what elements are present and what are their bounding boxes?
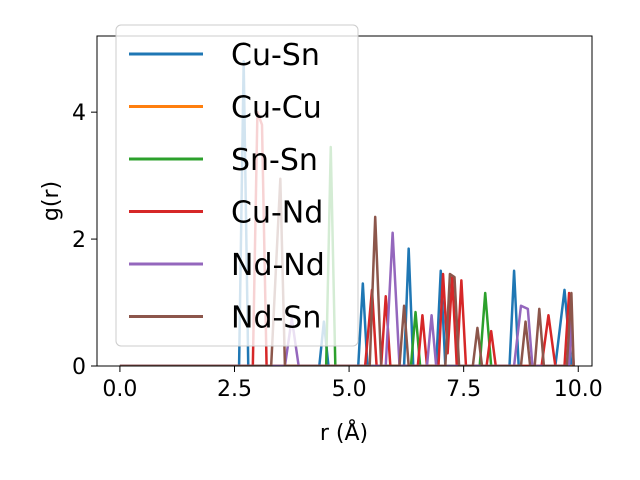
legend-label-cu-nd: Cu-Nd [231, 196, 323, 231]
x-axis-label: r (Å) [320, 419, 368, 446]
legend-label-cu-sn: Cu-Sn [231, 38, 320, 73]
y-tick-label: 0 [72, 355, 86, 380]
x-tick-label: 7.5 [446, 377, 481, 402]
y-axis-label: g(r) [39, 181, 64, 221]
legend: Cu-Sn Cu-Cu Sn-Sn Cu-Nd Nd-Nd Nd-Sn [115, 24, 359, 347]
y-tick-label: 4 [72, 101, 86, 126]
y-axis: 0 2 4 [72, 101, 97, 380]
x-tick-label: 2.5 [217, 377, 252, 402]
legend-label-nd-nd: Nd-Nd [231, 248, 325, 283]
legend-label-cu-cu: Cu-Cu [231, 91, 322, 126]
x-tick-label: 0.0 [102, 377, 137, 402]
x-tick-label: 5.0 [332, 377, 367, 402]
x-tick-label: 10.0 [554, 377, 603, 402]
series-line-cu-sn [119, 60, 573, 366]
y-tick-label: 2 [72, 228, 86, 253]
series-line-nd-nd [119, 231, 575, 366]
legend-label-nd-sn: Nd-Sn [231, 301, 321, 336]
series-layer [119, 60, 575, 366]
series-line-nd-sn [119, 177, 575, 366]
legend-label-sn-sn: Sn-Sn [231, 143, 318, 178]
legend-box [115, 24, 359, 347]
x-axis: 0.0 2.5 5.0 7.5 10.0 [102, 366, 603, 402]
